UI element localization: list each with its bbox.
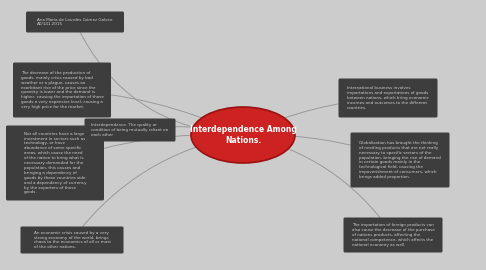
FancyBboxPatch shape (26, 12, 124, 32)
FancyBboxPatch shape (339, 79, 437, 117)
Text: The importation of foreign products can
also cause the decrease of the purchase
: The importation of foreign products can … (352, 223, 434, 247)
Ellipse shape (191, 107, 295, 163)
FancyBboxPatch shape (20, 227, 123, 254)
Text: International business involves
importations and exportations of goods
between n: International business involves importat… (347, 86, 429, 110)
Text: Interdependence. The quality or
condition of being mutually reliant on
each othe: Interdependence. The quality or conditio… (91, 123, 169, 137)
FancyBboxPatch shape (85, 119, 175, 141)
Text: Ana Maria de Lourdes Gómez Galeco
A0/141.2015: Ana Maria de Lourdes Gómez Galeco A0/141… (37, 18, 113, 26)
FancyBboxPatch shape (344, 218, 442, 252)
FancyBboxPatch shape (13, 62, 111, 117)
Text: Interdependence Among
Nations.: Interdependence Among Nations. (190, 125, 296, 145)
Text: An economic crisis caused by a very
strong economy of the world, brings
chaos to: An economic crisis caused by a very stro… (34, 231, 110, 249)
FancyBboxPatch shape (6, 126, 104, 201)
Text: Globalization has brought the thinking
of needing products that are not really
n: Globalization has brought the thinking o… (359, 141, 441, 179)
Text: The decrease of the production of
goods, mainly crisis caused by bad
weather or : The decrease of the production of goods,… (20, 71, 104, 109)
FancyBboxPatch shape (350, 133, 450, 187)
Text: Not all countries have a large
investment in sectors such as
technology, or have: Not all countries have a large investmen… (24, 131, 87, 194)
